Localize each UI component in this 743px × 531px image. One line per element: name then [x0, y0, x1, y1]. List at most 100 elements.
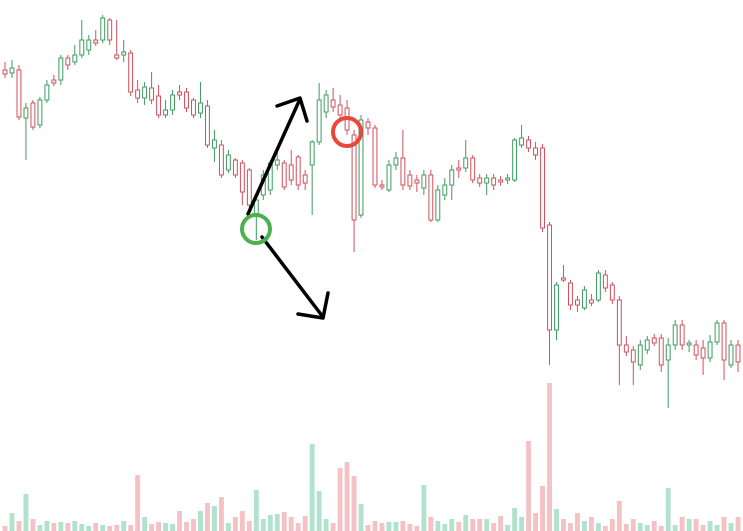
- volume-bar: [665, 488, 671, 531]
- volume-bar: [253, 490, 259, 531]
- candle-layer: [2, 15, 741, 408]
- volume-bar: [142, 517, 148, 531]
- volume-bar: [37, 525, 43, 531]
- volume-bar: [512, 508, 518, 531]
- candle-body: [428, 174, 434, 221]
- volume-bar: [533, 513, 538, 531]
- volume-bar: [44, 521, 50, 531]
- candle-body: [72, 54, 78, 63]
- volume-bar: [9, 513, 15, 531]
- candle-body: [561, 277, 566, 281]
- volume-bar: [672, 525, 678, 531]
- candle-body: [65, 57, 71, 66]
- volume-bar: [274, 514, 280, 531]
- volume-layer: [2, 383, 741, 531]
- volume-bar: [316, 491, 322, 531]
- candle-body: [44, 84, 50, 101]
- candle-body: [540, 147, 545, 229]
- candle-body: [330, 99, 336, 108]
- candle-body: [79, 39, 85, 56]
- volume-bar: [184, 522, 189, 531]
- volume-bar: [128, 525, 134, 531]
- volume-bar: [281, 512, 287, 531]
- volume-bar: [623, 524, 629, 531]
- arrow-up: [246, 97, 302, 216]
- candle-body: [421, 174, 427, 189]
- candle-body: [477, 177, 483, 184]
- volume-bar: [351, 476, 357, 531]
- volume-bar: [288, 517, 294, 531]
- candle-body: [644, 339, 650, 351]
- candle-body: [239, 162, 245, 193]
- arrow-down: [260, 235, 325, 319]
- volume-bar: [707, 521, 713, 531]
- candle-body: [386, 164, 392, 191]
- candle-body: [30, 102, 36, 128]
- candle-body: [218, 144, 224, 176]
- candle-body: [491, 177, 497, 186]
- volume-bar: [679, 517, 685, 531]
- volume-bar: [260, 519, 266, 531]
- volume-bar: [588, 517, 594, 531]
- volume-bar: [449, 519, 455, 531]
- candle-body: [281, 162, 287, 188]
- volume-bar: [177, 511, 182, 531]
- volume-bar: [728, 523, 734, 531]
- volume-bar: [721, 517, 727, 531]
- volume-bar: [735, 517, 741, 531]
- volume-bar: [616, 501, 622, 531]
- candle-body: [568, 282, 573, 306]
- candle-body: [721, 322, 727, 361]
- volume-bar: [51, 523, 57, 531]
- candle-body: [9, 67, 15, 74]
- volume-bar: [121, 521, 127, 531]
- candle-body: [142, 86, 148, 99]
- candle-body: [16, 69, 22, 118]
- candle-body: [414, 179, 420, 184]
- candle-body: [316, 99, 322, 143]
- volume-bar: [519, 517, 525, 531]
- volume-bar: [323, 519, 329, 531]
- candle-body: [456, 167, 462, 171]
- volume-bar: [232, 517, 238, 531]
- volume-bar: [637, 523, 643, 531]
- candle-body: [498, 179, 504, 183]
- candle-body: [581, 289, 587, 309]
- candle-body: [100, 17, 106, 41]
- candle-body: [519, 137, 525, 146]
- candle-body: [2, 69, 8, 75]
- candle-body: [442, 184, 448, 196]
- volume-bar: [170, 524, 175, 531]
- volume-bar: [365, 525, 371, 531]
- candle-body: [121, 51, 127, 56]
- candle-body: [163, 109, 169, 116]
- volume-bar: [372, 521, 378, 531]
- candle-body: [665, 344, 671, 361]
- candle-body: [672, 324, 678, 346]
- candle-body: [609, 284, 615, 301]
- candle-body: [177, 91, 182, 96]
- volume-bar: [651, 521, 657, 531]
- candle-body: [302, 174, 308, 184]
- volume-bar: [505, 525, 511, 531]
- candle-body: [274, 159, 280, 166]
- volume-bar: [526, 441, 532, 531]
- volume-bar: [211, 506, 217, 531]
- volume-bar: [2, 526, 8, 531]
- volume-bar: [463, 515, 469, 531]
- volume-bar: [344, 462, 350, 531]
- candle-body: [588, 299, 594, 304]
- annotations: [240, 96, 363, 320]
- volume-bar: [100, 525, 106, 531]
- volume-bar: [218, 497, 224, 531]
- volume-bar: [602, 526, 608, 531]
- candle-body: [107, 19, 113, 41]
- candle-body: [512, 139, 518, 181]
- volume-bar: [302, 516, 308, 531]
- candle-body: [246, 169, 252, 206]
- candle-body: [700, 347, 706, 359]
- candle-body: [323, 94, 329, 113]
- candle-body: [156, 95, 162, 116]
- volume-bar: [686, 519, 692, 531]
- volume-bar: [114, 525, 120, 531]
